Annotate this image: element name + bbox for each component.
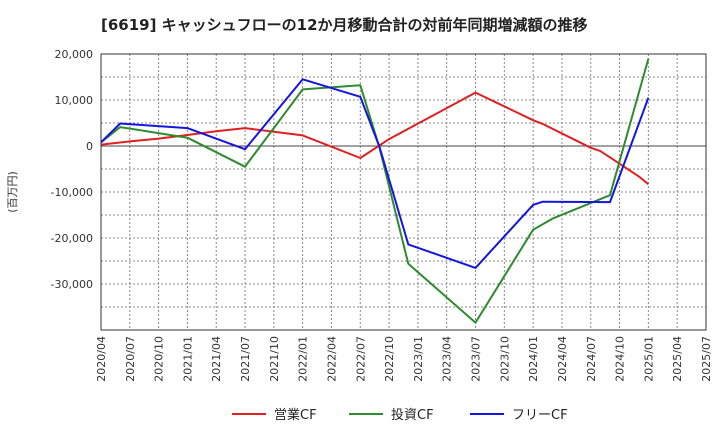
y-tick-label: 20,000 — [55, 48, 94, 61]
plot-frame — [100, 53, 707, 331]
x-tick-label: 2022/01 — [297, 336, 310, 382]
x-tick-label: 2024/04 — [556, 336, 569, 382]
x-tick-label: 2022/10 — [383, 336, 396, 382]
y-tick-label: -10,000 — [51, 186, 93, 199]
x-tick-label: 2023/10 — [498, 336, 511, 382]
series-group — [100, 58, 650, 324]
x-tick-label: 2025/01 — [642, 336, 655, 382]
x-tick-label: 2025/07 — [700, 336, 713, 382]
x-tick-label: 2021/10 — [268, 336, 281, 382]
x-tick-label: 2020/10 — [153, 336, 166, 382]
legend-label-2: フリーCF — [512, 408, 568, 423]
series-line-2 — [100, 78, 650, 269]
x-tick-label: 2020/07 — [124, 336, 137, 382]
x-tick-label: 2024/10 — [614, 336, 627, 382]
y-tick-label: 10,000 — [55, 94, 94, 107]
x-tick-label: 2020/04 — [95, 336, 108, 382]
x-tick-label: 2022/07 — [354, 336, 367, 382]
chart-title: [6619] キャッシュフローの12か月移動合計の対前年同期増減額の推移 — [101, 16, 588, 34]
x-tick-label: 2024/01 — [527, 336, 540, 382]
x-tick-label: 2025/04 — [671, 336, 684, 382]
legend-label-1: 投資CF — [391, 407, 434, 423]
x-tick-label: 2023/04 — [441, 336, 454, 382]
y-axis-label: (百万円) — [6, 171, 19, 213]
y-tick-label: -20,000 — [51, 232, 93, 245]
y-axis-ticks: 20,000 10,000 0 -10,000 -20,000 -30,000 — [51, 48, 93, 291]
x-tick-label: 2024/07 — [585, 336, 598, 382]
legend: 営業CF 投資CF フリーCF — [232, 407, 568, 423]
x-tick-label: 2021/07 — [239, 336, 252, 382]
x-tick-label: 2021/01 — [181, 336, 194, 382]
x-tick-label: 2023/07 — [470, 336, 483, 382]
y-tick-label: -30,000 — [51, 278, 93, 291]
legend-label-0: 営業CF — [274, 407, 317, 423]
x-tick-label: 2023/01 — [412, 336, 425, 382]
x-tick-label: 2021/04 — [210, 336, 223, 382]
x-axis-ticks: 2020/04 2020/07 2020/10 2021/01 2021/04 2021/… — [95, 336, 713, 382]
x-tick-label: 2022/04 — [325, 336, 338, 382]
plot-area — [101, 54, 706, 330]
y-tick-label: 0 — [86, 140, 93, 153]
